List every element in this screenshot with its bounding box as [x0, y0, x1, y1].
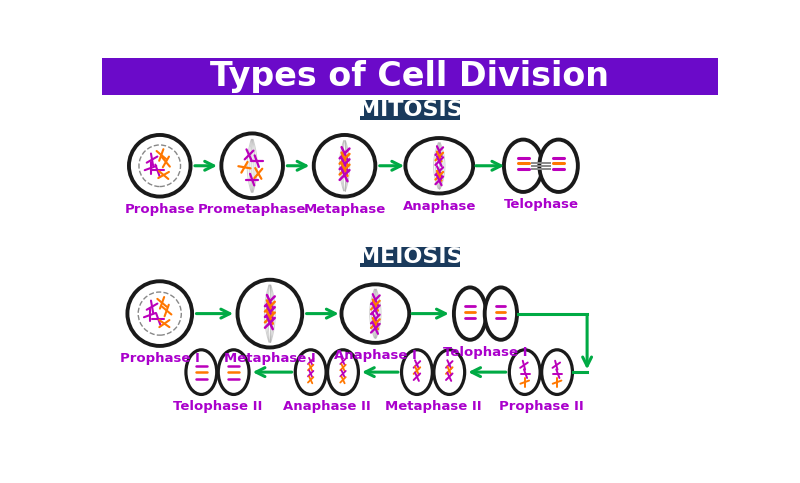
Ellipse shape: [129, 135, 190, 197]
Ellipse shape: [510, 350, 540, 395]
Ellipse shape: [238, 280, 302, 347]
Ellipse shape: [504, 140, 542, 192]
Text: Anaphase: Anaphase: [402, 199, 476, 213]
Text: MITOSIS: MITOSIS: [358, 100, 462, 120]
Ellipse shape: [186, 350, 217, 395]
Ellipse shape: [127, 281, 192, 346]
Ellipse shape: [406, 138, 473, 194]
Text: Prophase II: Prophase II: [498, 400, 583, 413]
Ellipse shape: [314, 135, 375, 197]
Text: Prometaphase: Prometaphase: [198, 203, 306, 216]
Ellipse shape: [434, 350, 465, 395]
Text: Metaphase II: Metaphase II: [385, 400, 482, 413]
Text: Anaphase II: Anaphase II: [283, 400, 370, 413]
Text: Metaphase I: Metaphase I: [224, 352, 316, 365]
Ellipse shape: [222, 133, 283, 198]
Text: Prophase I: Prophase I: [120, 352, 200, 365]
Text: Types of Cell Division: Types of Cell Division: [210, 60, 610, 93]
Text: Prophase: Prophase: [125, 203, 195, 216]
Ellipse shape: [402, 350, 432, 395]
Bar: [360, 100, 460, 120]
Text: Anaphase I: Anaphase I: [334, 349, 417, 362]
Ellipse shape: [342, 284, 410, 343]
Ellipse shape: [218, 350, 249, 395]
Ellipse shape: [485, 287, 517, 340]
Text: Telophase II: Telophase II: [173, 400, 262, 413]
Ellipse shape: [542, 350, 573, 395]
Ellipse shape: [539, 140, 578, 192]
Ellipse shape: [295, 350, 326, 395]
Ellipse shape: [328, 350, 358, 395]
Bar: [360, 247, 460, 267]
Text: Telophase I: Telophase I: [443, 346, 528, 359]
Text: Metaphase: Metaphase: [303, 203, 386, 216]
Ellipse shape: [454, 287, 486, 340]
Text: MEIOSIS: MEIOSIS: [358, 247, 462, 267]
Text: Telophase: Telophase: [503, 198, 578, 211]
Bar: [102, 58, 718, 95]
